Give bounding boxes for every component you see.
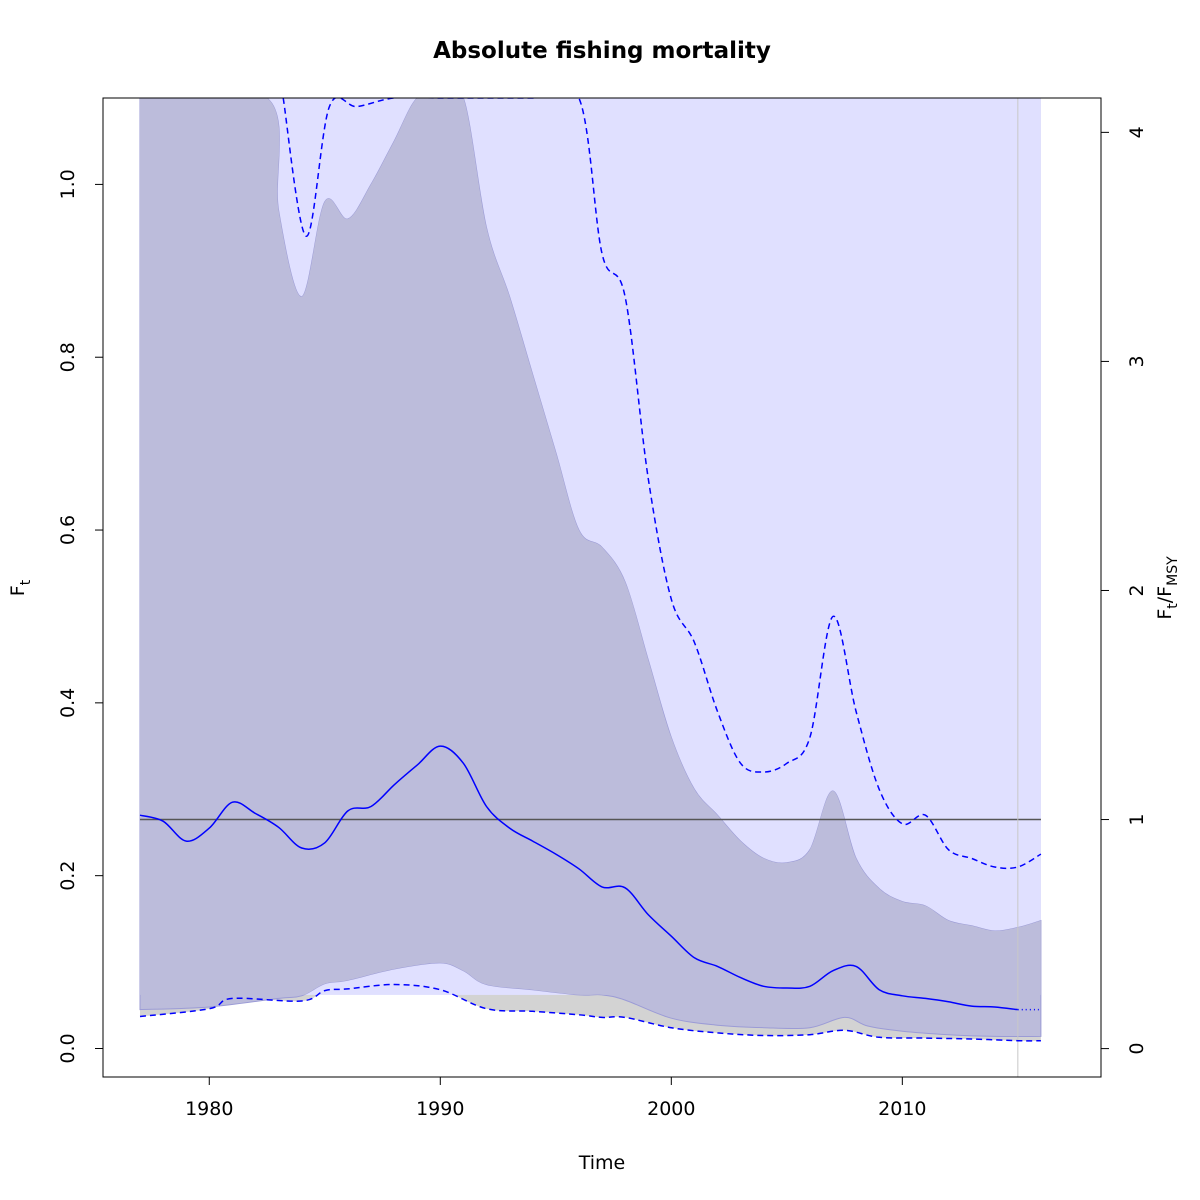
y2-tick-label: 2 xyxy=(1126,584,1148,596)
y2-tick-label: 1 xyxy=(1126,813,1148,825)
y2-axis-label: Ft/FMSY xyxy=(1154,556,1181,620)
ratio-lower-dashed-line xyxy=(139,983,1041,1042)
x-tick-label: 2010 xyxy=(878,1098,926,1120)
y2-axis-label-sub-msy: MSY xyxy=(1165,556,1181,586)
y2-axis-label-sub-t: t xyxy=(1165,603,1181,609)
ft-fmsy-overlap xyxy=(140,98,1041,995)
y-tick-label: 0.6 xyxy=(57,515,79,545)
y-axis-label: Ft xyxy=(7,579,34,596)
x-axis-label: Time xyxy=(578,1152,626,1174)
y2-tick-label: 4 xyxy=(1126,126,1148,138)
x-tick-label: 1980 xyxy=(185,1098,233,1120)
series-lines xyxy=(139,98,1042,1077)
y-tick-label: 0.8 xyxy=(57,342,79,372)
confidence-bands xyxy=(139,98,1042,1041)
x-tick-label: 2000 xyxy=(647,1098,695,1120)
y-tick-label: 0.4 xyxy=(57,688,79,718)
y2-tick-label: 3 xyxy=(1126,355,1148,367)
y-axis-label-main: F xyxy=(7,585,29,596)
chart-title: Absolute fishing mortality xyxy=(433,38,771,64)
y-axis-label-sub: t xyxy=(18,579,34,585)
plot-frame xyxy=(102,97,1102,1078)
axes: 1980 1990 2000 2010 0.0 0.2 0.4 0.6 0.8 1.0 0 1 2 3 4 xyxy=(57,126,1148,1120)
x-tick-label: 1990 xyxy=(416,1098,464,1120)
ratio-upper-dashed-line xyxy=(282,98,1042,870)
y-tick-label: 1.0 xyxy=(57,169,79,199)
y2-axis-label-main: F xyxy=(1154,609,1176,620)
y2-tick-label: 0 xyxy=(1126,1043,1148,1055)
y2-axis-label-ratio: /F xyxy=(1154,586,1176,603)
ft-estimate-line xyxy=(139,745,1018,1011)
y-tick-label: 0.0 xyxy=(57,1033,79,1063)
svg-text:Ft: Ft xyxy=(7,579,34,596)
y-tick-label: 0.2 xyxy=(57,861,79,891)
svg-text:Ft/FMSY: Ft/FMSY xyxy=(1154,556,1181,620)
